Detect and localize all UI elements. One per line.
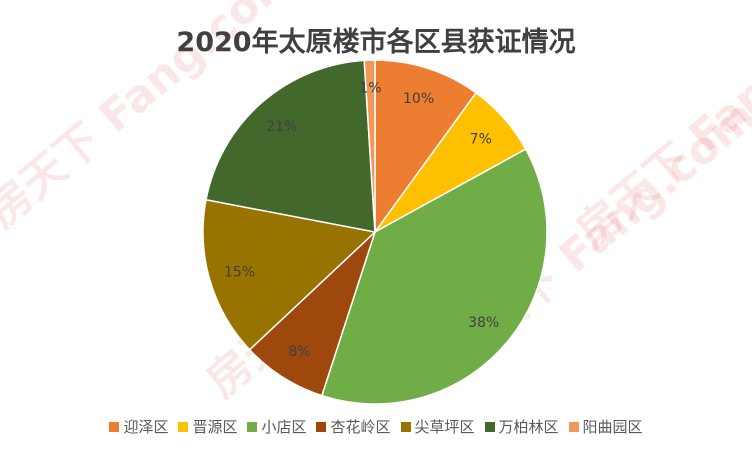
pie-slice-5 <box>205 59 376 233</box>
data-label-2: 38% <box>468 315 499 331</box>
legend-label: 阳曲园区 <box>582 418 643 436</box>
data-label-0: 10% <box>403 91 434 107</box>
legend-swatch <box>178 421 189 432</box>
legend-label: 迎泽区 <box>123 418 169 436</box>
legend-swatch <box>109 421 120 432</box>
legend-label: 尖草坪区 <box>414 418 475 436</box>
legend-item-1: 晋源区 <box>178 416 237 437</box>
legend-swatch <box>316 421 327 432</box>
legend-swatch <box>568 421 579 432</box>
legend-swatch <box>484 421 495 432</box>
chart-legend: 迎泽区 晋源区 小店区 杏花岭区 尖草坪区 万柏林区 阳曲园区 <box>0 416 752 437</box>
data-label-3: 8% <box>288 344 310 360</box>
legend-item-5: 万柏林区 <box>484 416 559 437</box>
data-label-5: 21% <box>266 119 297 135</box>
legend-label: 万柏林区 <box>498 418 559 436</box>
legend-item-3: 杏花岭区 <box>316 416 391 437</box>
pie-slice-2 <box>320 148 548 405</box>
legend-swatch <box>400 421 411 432</box>
legend-item-4: 尖草坪区 <box>400 416 475 437</box>
legend-label: 晋源区 <box>192 418 238 436</box>
pie-slice-4 <box>202 198 377 351</box>
legend-item-6: 阳曲园区 <box>568 416 643 437</box>
data-label-1: 7% <box>470 132 492 148</box>
data-label-6: 1% <box>359 81 381 97</box>
legend-swatch <box>247 421 258 432</box>
pie-slice-6 <box>363 59 376 233</box>
chart-title: 2020年太原楼市各区县获证情况 <box>176 27 576 58</box>
legend-item-0: 迎泽区 <box>109 416 168 437</box>
pie-slice-0 <box>374 59 478 235</box>
legend-label: 杏花岭区 <box>330 418 391 436</box>
legend-label: 小店区 <box>261 418 307 436</box>
data-label-4: 15% <box>224 264 255 280</box>
legend-item-2: 小店区 <box>247 416 306 437</box>
